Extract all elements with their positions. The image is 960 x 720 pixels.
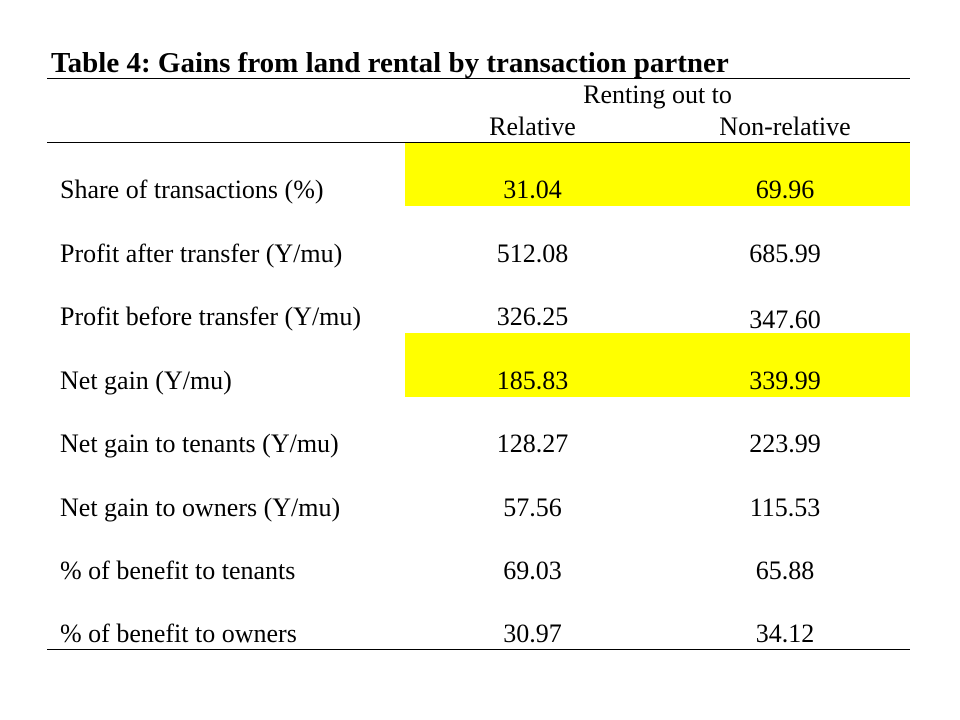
cell-relative: 30.97	[503, 619, 562, 648]
row-label: Net gain to owners (Y/mu)	[60, 493, 341, 522]
column-header-relative: Relative	[489, 112, 576, 141]
cell-non-relative: 115.53	[749, 493, 821, 522]
group-header: Renting out to	[583, 80, 732, 109]
row-label: Net gain to tenants (Y/mu)	[60, 429, 339, 458]
table-row: Net gain (Y/mu) 185.83 339.99	[0, 361, 960, 401]
row-label: Net gain (Y/mu)	[60, 366, 232, 395]
table-row: % of benefit to owners 30.97 34.12	[0, 614, 960, 654]
table-row: Net gain to owners (Y/mu) 57.56 115.53	[0, 488, 960, 528]
row-label: % of benefit to owners	[60, 619, 297, 648]
highlight-band	[405, 143, 910, 206]
cell-relative: 326.25	[496, 302, 569, 331]
row-label: % of benefit to tenants	[60, 556, 296, 585]
table-title: Table 4: Gains from land rental by trans…	[51, 47, 729, 79]
highlight-band	[405, 333, 910, 397]
column-header-non-relative: Non-relative	[719, 112, 851, 141]
cell-relative: 57.56	[503, 493, 562, 522]
cell-non-relative: 339.99	[749, 366, 821, 395]
table-row: Profit before transfer (Y/mu) 326.25 347…	[0, 297, 960, 337]
header-rule	[47, 142, 910, 143]
cell-relative: 31.04	[503, 175, 562, 204]
table-top-rule	[47, 78, 910, 79]
cell-non-relative: 347.60	[749, 305, 821, 334]
cell-relative: 128.27	[496, 429, 569, 458]
cell-relative: 69.03	[503, 556, 562, 585]
cell-non-relative: 69.96	[755, 175, 815, 204]
cell-relative: 512.08	[496, 239, 569, 268]
table-row: Net gain to tenants (Y/mu) 128.27 223.99	[0, 424, 960, 464]
cell-relative: 185.83	[496, 366, 569, 395]
cell-non-relative: 65.88	[755, 556, 815, 585]
row-label: Profit after transfer (Y/mu)	[60, 239, 343, 268]
table-row: Profit after transfer (Y/mu) 512.08 685.…	[0, 234, 960, 274]
cell-non-relative: 223.99	[749, 429, 821, 458]
table-row: % of benefit to tenants 69.03 65.88	[0, 551, 960, 591]
row-label: Profit before transfer (Y/mu)	[60, 302, 362, 331]
table-bottom-rule	[47, 649, 910, 650]
cell-non-relative: 34.12	[755, 619, 815, 648]
row-label: Share of transactions (%)	[60, 175, 324, 204]
table-row: Share of transactions (%) 31.04 69.96	[0, 170, 960, 210]
cell-non-relative: 685.99	[749, 239, 821, 268]
